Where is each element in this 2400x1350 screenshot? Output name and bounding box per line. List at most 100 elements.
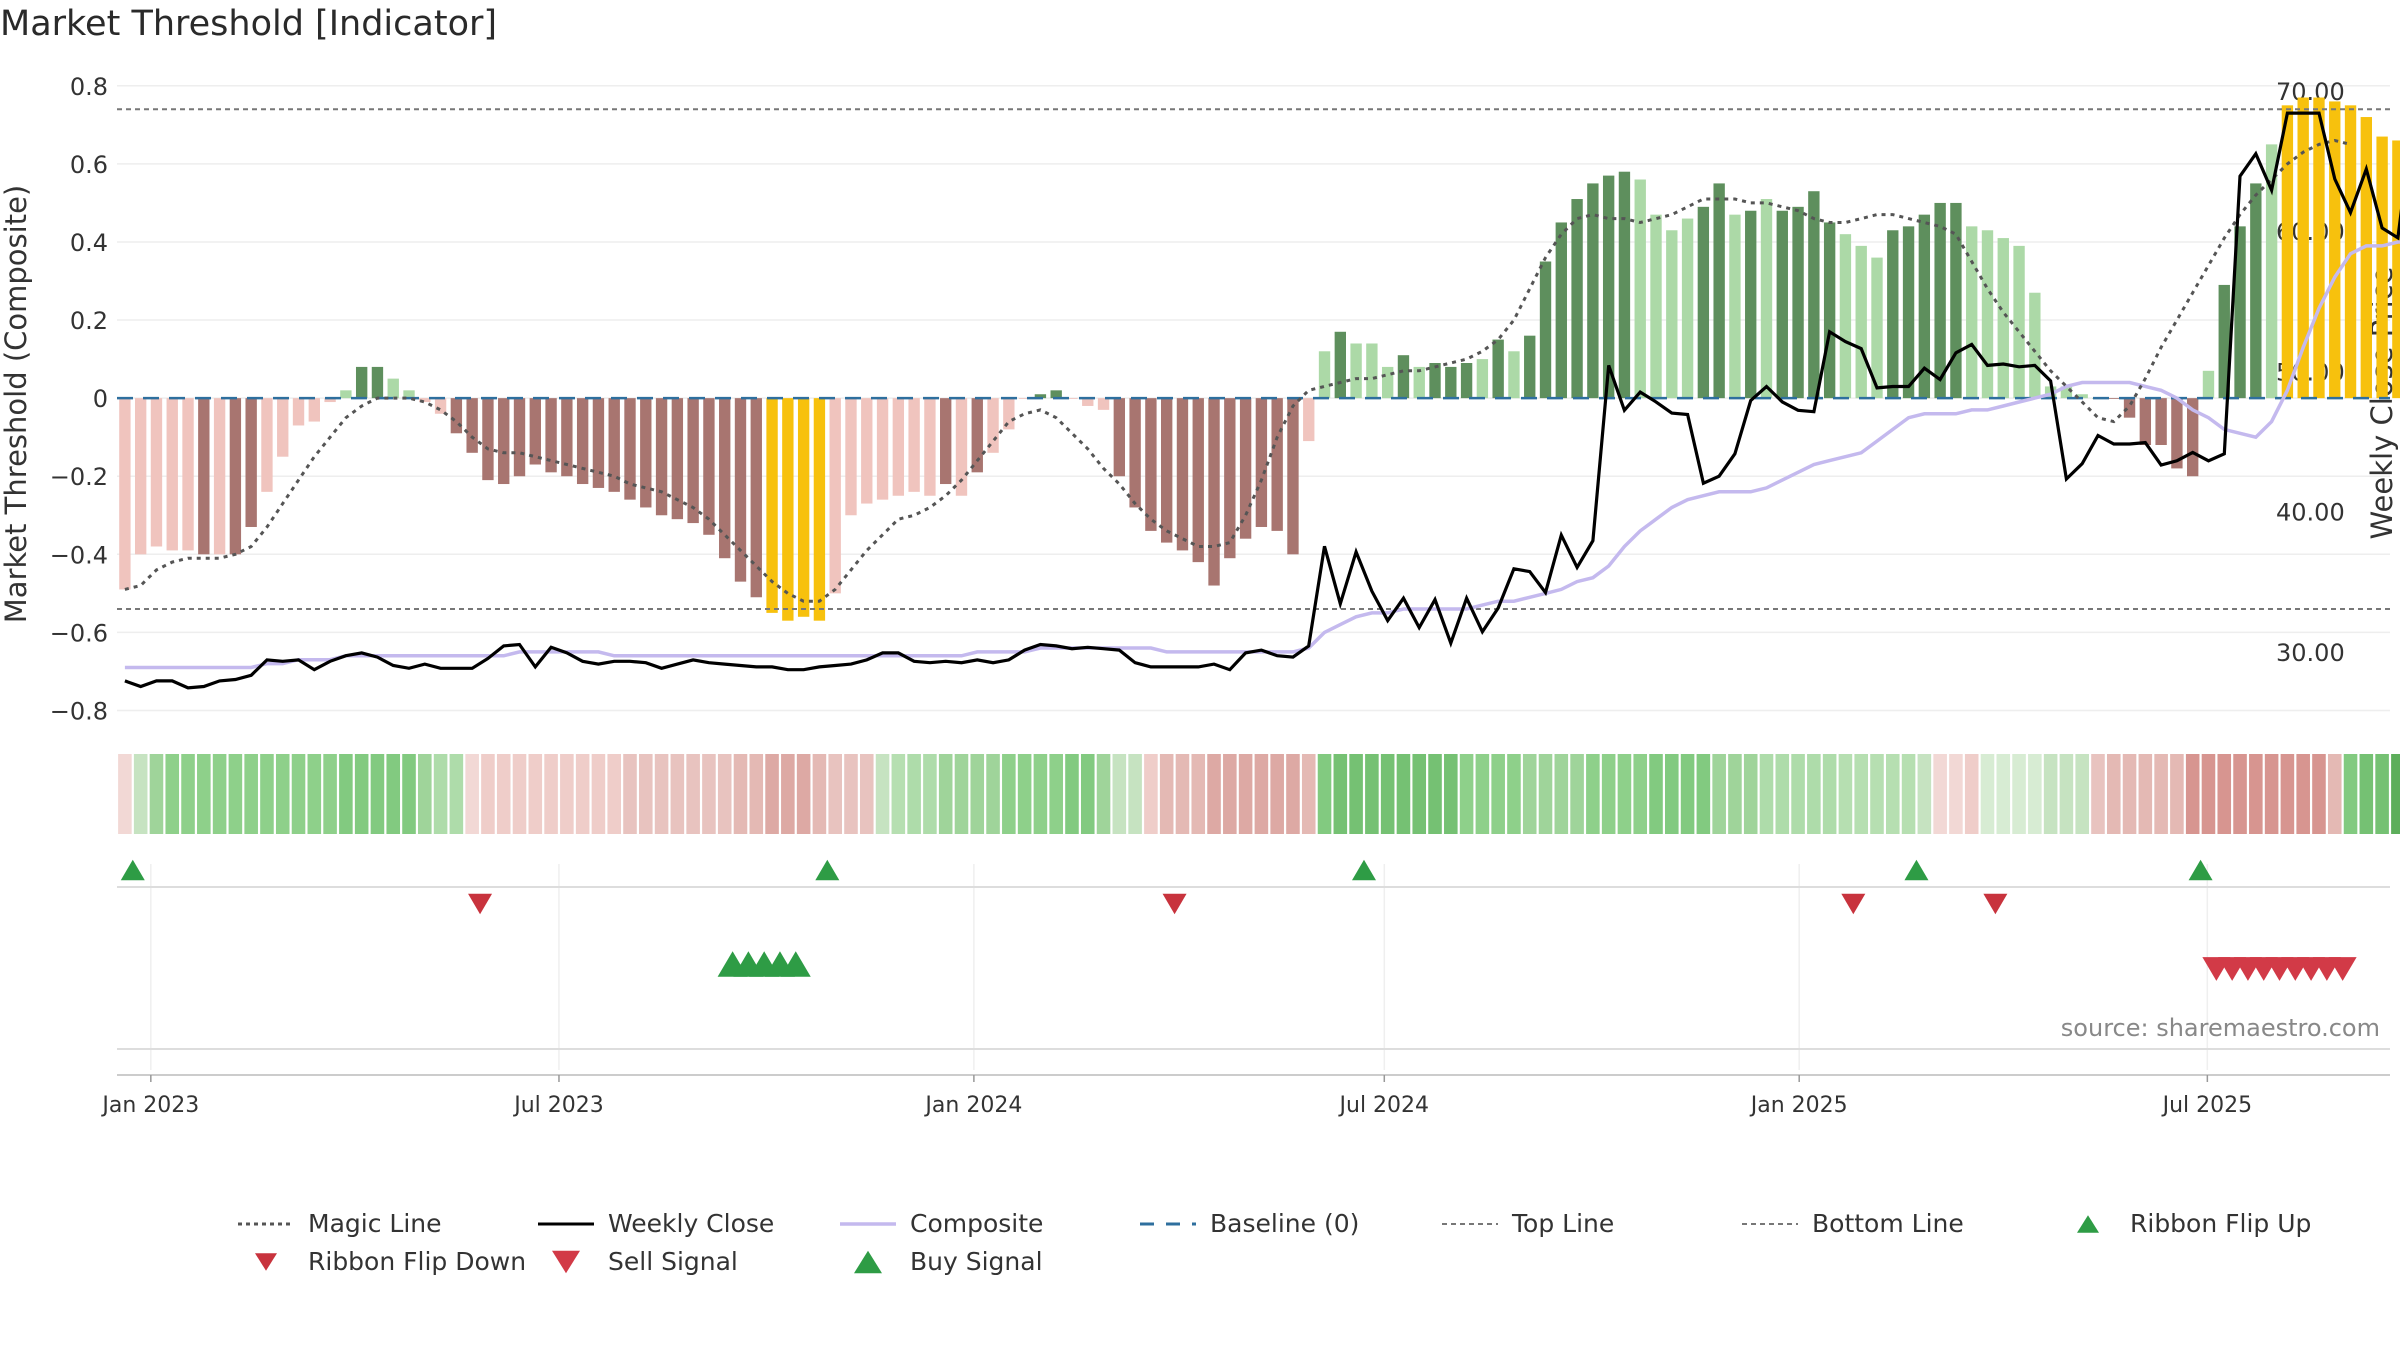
composite-bar — [1097, 398, 1110, 410]
composite-bar — [1792, 206, 1804, 399]
composite-bar — [2139, 398, 2152, 445]
ribbon-cell — [2296, 754, 2310, 834]
legend-label: Magic Line — [308, 1209, 442, 1238]
composite-bar — [1934, 202, 1946, 399]
ribbon-cell — [2106, 754, 2121, 834]
ribbon-cell — [1080, 754, 1095, 834]
composite-bar — [2250, 183, 2262, 399]
composite-bar — [924, 398, 936, 496]
composite-bar — [1366, 343, 1378, 399]
x-tick-label: Jul 2024 — [1338, 1093, 1430, 1118]
composite-bar — [1176, 398, 1189, 551]
composite-bar — [355, 366, 368, 399]
ribbon-cell — [844, 754, 858, 834]
composite-bar — [340, 390, 352, 399]
ribbon-cell — [1964, 754, 1979, 834]
left-tick-label: 0.8 — [70, 73, 108, 101]
composite-bar — [861, 398, 873, 504]
legend-label: Baseline (0) — [1210, 1209, 1360, 1238]
composite-bar — [1902, 226, 1915, 399]
ribbon-cell — [607, 754, 622, 834]
ribbon-cell — [575, 754, 590, 834]
composite-bar — [2392, 140, 2400, 399]
legend-marker — [854, 1250, 882, 1274]
composite-bar — [1713, 183, 1725, 399]
composite-bar — [1413, 366, 1425, 399]
composite-bar — [229, 398, 242, 555]
composite-bar — [182, 398, 194, 551]
composite-bar — [2218, 284, 2230, 399]
x-tick-label: Jul 2025 — [2161, 1093, 2253, 1118]
x-tick-label: Jul 2023 — [512, 1093, 604, 1118]
ribbon-cell — [591, 754, 606, 834]
composite-bar — [134, 398, 147, 555]
ribbon-cell — [1522, 754, 1537, 834]
ribbon-cell — [639, 754, 653, 834]
composite-bar — [1539, 261, 1552, 399]
composite-bar — [1429, 363, 1441, 399]
legend-swatch — [538, 1222, 594, 1226]
ribbon-cell — [291, 754, 306, 834]
composite-bar — [1381, 366, 1394, 399]
ribbon-cell — [2091, 754, 2105, 834]
ribbon-cell — [544, 754, 558, 834]
composite-bar — [608, 398, 620, 492]
legend-label: Weekly Close — [608, 1209, 775, 1238]
ribbon-cell — [1854, 754, 1868, 834]
legend: Magic Line Weekly Close Composite Baseline … — [0, 1190, 2400, 1290]
composite-bar — [150, 398, 163, 547]
ribbon-cell — [1112, 754, 1127, 834]
sell-signal-marker — [2328, 957, 2357, 981]
composite-bar — [545, 398, 557, 473]
ribbon-cell — [2154, 754, 2168, 834]
legend-marker — [2077, 1215, 2099, 1233]
ribbon-cell — [2264, 754, 2279, 834]
ribbon-cell — [686, 754, 700, 834]
composite-bar — [2013, 245, 2025, 399]
left-tick-label: 0.2 — [70, 307, 108, 335]
composite-bar — [213, 398, 226, 555]
composite-bar — [1729, 214, 1741, 399]
composite-bar — [750, 398, 762, 598]
ribbon-cell — [2059, 754, 2074, 834]
composite-bar — [324, 398, 336, 403]
ribbon-cell — [1191, 754, 1206, 834]
composite-bar — [1445, 366, 1457, 399]
composite-bar — [2376, 136, 2388, 399]
ribbon-cell — [449, 754, 464, 834]
composite-bar — [655, 398, 668, 516]
left-tick-label: −0.2 — [50, 463, 108, 491]
composite-bar — [1681, 218, 1694, 399]
right-tick-label: 40.00 — [2276, 499, 2345, 527]
composite-bar — [2202, 370, 2215, 399]
composite-bar — [734, 398, 747, 582]
composite-bar — [1887, 230, 1899, 399]
ribbon-cell — [828, 754, 842, 834]
composite-bar — [1397, 355, 1410, 399]
composite-bar — [403, 390, 415, 399]
composite-bar — [1066, 398, 1078, 399]
ribbon-cell — [670, 754, 685, 834]
ribbon-cell — [1649, 754, 1663, 834]
ribbon-cell — [165, 754, 180, 834]
composite-bar — [813, 398, 826, 621]
ribbon-cell — [923, 754, 937, 834]
ribbon-cell — [1885, 754, 1900, 834]
composite-bar — [1966, 226, 1978, 399]
ribbon-cell — [1870, 754, 1884, 834]
ribbon-cell — [149, 754, 164, 834]
left-tick-label: −0.6 — [50, 619, 108, 647]
ribbon-cell — [1680, 754, 1695, 834]
legend-label: Composite — [910, 1209, 1044, 1238]
ribbon-cell — [986, 754, 1000, 834]
composite-bar — [2108, 398, 2120, 399]
ribbon-cell — [370, 754, 385, 834]
composite-bar — [387, 378, 399, 399]
composite-bar — [971, 398, 983, 473]
composite-bar — [940, 398, 952, 485]
ribbon-cell — [1696, 754, 1711, 834]
composite-bar — [1018, 398, 1031, 399]
legend-marker — [552, 1250, 580, 1274]
ribbon-cell — [1807, 754, 1821, 834]
composite-bar — [1318, 351, 1331, 399]
